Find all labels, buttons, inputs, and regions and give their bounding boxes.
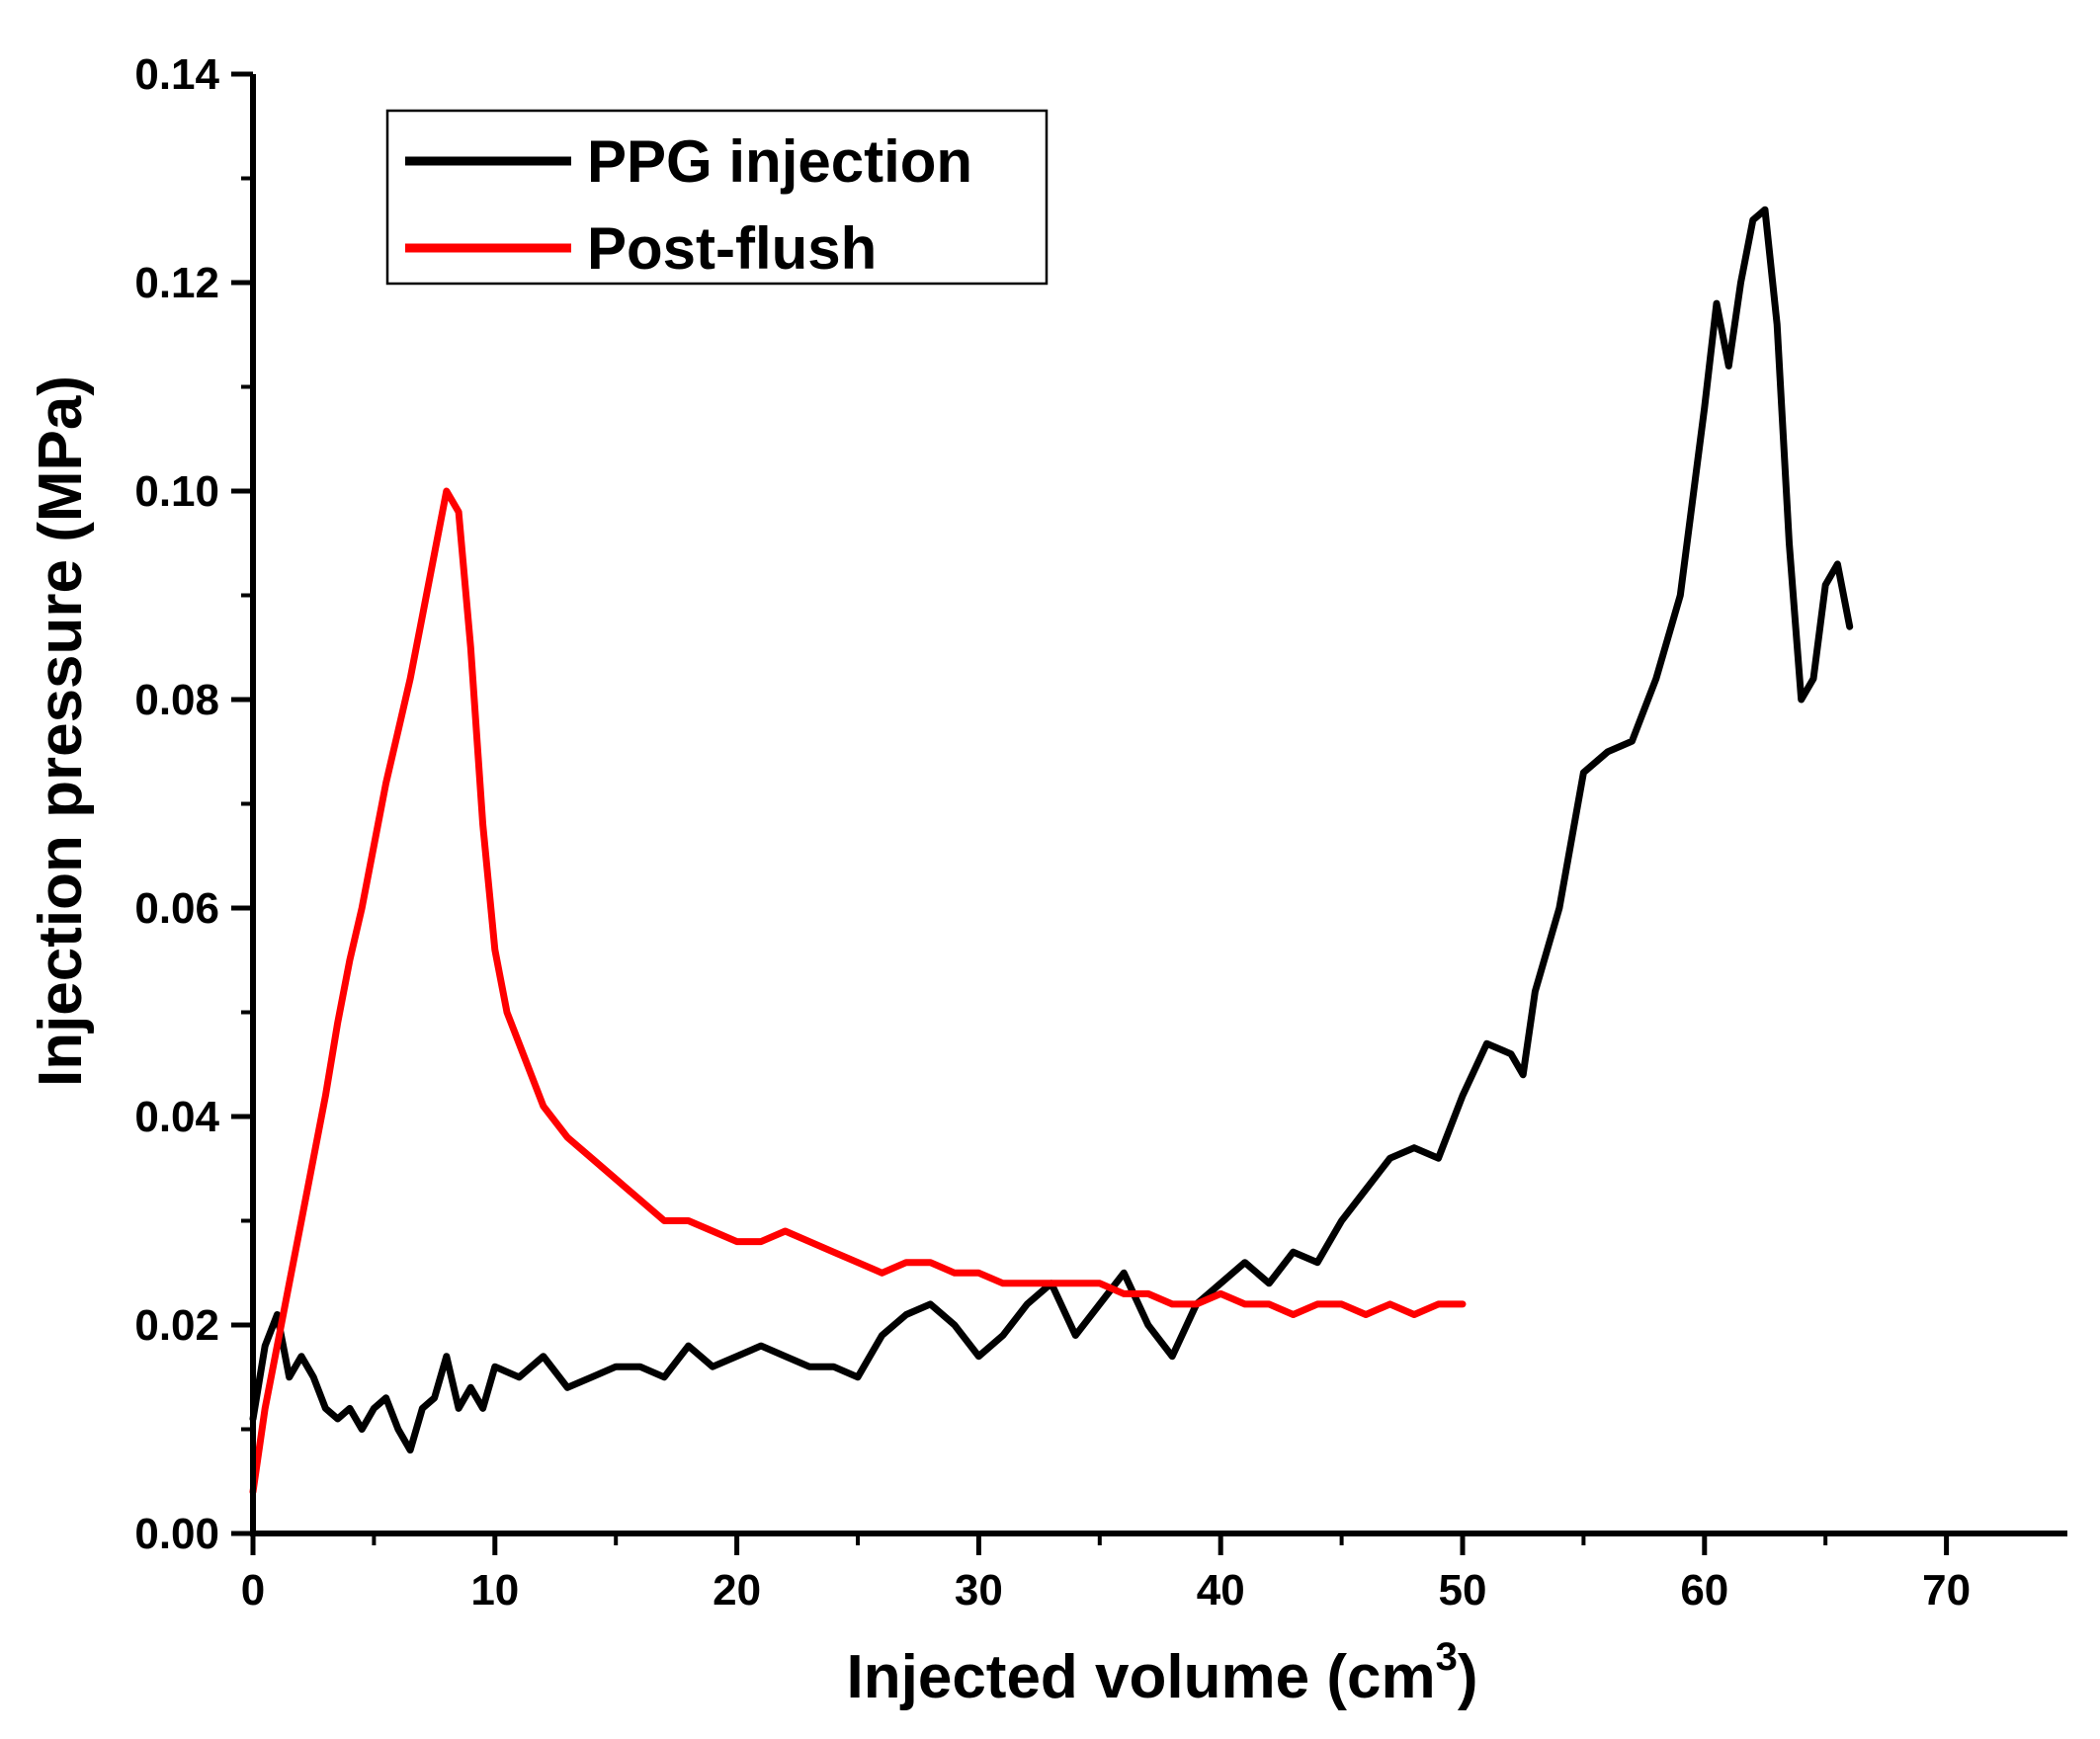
series-layer [249,206,1854,1496]
x-tick-label: 0 [241,1566,265,1615]
legend: PPG injection Post-flush [385,109,1049,286]
y-tick-label: 0.12 [134,259,219,307]
legend-label-post-flush: Post-flush [587,215,877,282]
series-line-post-flush [249,487,1467,1496]
legend-label-ppg-injection: PPG injection [587,128,972,195]
x-tick-label: 70 [1922,1566,1971,1615]
y-tick-label: 0.06 [134,884,219,933]
legend-box [385,109,1049,286]
labels-layer: 0 10 20 30 40 50 60 70 0.00 0.02 0.04 0.06 0.08 0.10 0… [134,50,1971,1615]
y-tick-label: 0.14 [134,50,219,99]
x-axis-title-superscript: 3 [1436,1635,1458,1679]
x-axis-title: Injected volume (cm3) [847,1635,1478,1711]
x-tick-label: 10 [470,1566,519,1615]
x-tick-label: 50 [1439,1566,1487,1615]
ticks-layer [231,71,1950,1555]
y-axis-title: Injection pressure (MPa) [27,375,95,1087]
x-axis-title-main: Injected volume (cm [847,1643,1436,1711]
y-tick-label: 0.00 [134,1510,219,1558]
y-tick-label: 0.10 [134,467,219,516]
x-tick-label: 40 [1197,1566,1245,1615]
series-line-ppg-injection [249,206,1854,1454]
x-axis-title-close: ) [1458,1643,1478,1711]
x-tick-label: 60 [1680,1566,1728,1615]
y-tick-label: 0.04 [134,1093,219,1141]
y-tick-label: 0.02 [134,1301,219,1350]
x-tick-label: 20 [713,1566,761,1615]
x-tick-label: 30 [955,1566,1003,1615]
y-tick-label: 0.08 [134,676,219,724]
